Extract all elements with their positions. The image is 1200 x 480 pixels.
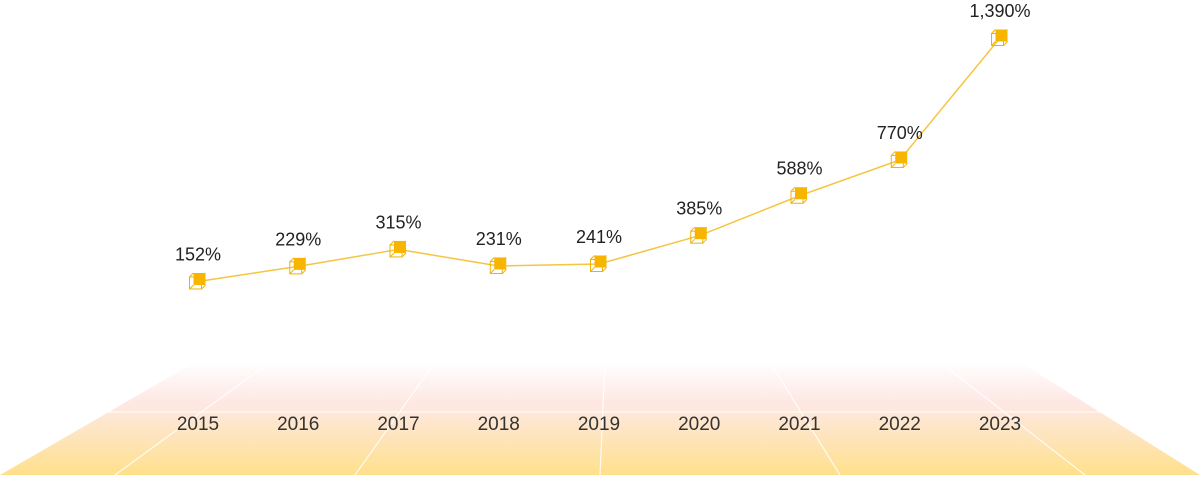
x-tick-label-2023: 2023 xyxy=(979,414,1021,435)
marker-cube-edge xyxy=(489,257,495,262)
marker-cube-face xyxy=(895,151,908,164)
marker-cube-edge xyxy=(702,238,708,244)
marker-cube-edge xyxy=(602,267,607,272)
marker-cube-face xyxy=(293,257,306,270)
data-labels: 152% 229% 315% 231% 241% 385% 588% 770% 1,390% xyxy=(175,1,1031,265)
marker-cube-edge xyxy=(1003,41,1008,46)
perspective-floor xyxy=(0,362,1200,475)
marker-cube-face xyxy=(694,227,707,240)
data-point-2020 xyxy=(690,226,708,244)
marker-cube-edge xyxy=(289,269,295,275)
data-point-2021 xyxy=(790,186,808,204)
data-point-2015 xyxy=(189,272,206,290)
data-label-2020: 385% xyxy=(676,199,722,219)
marker-cube-face xyxy=(594,255,607,268)
marker-cube-edge xyxy=(690,238,696,244)
marker-cube-edge xyxy=(890,151,896,156)
marker-cube-edge xyxy=(991,29,996,34)
x-tick-label-2021: 2021 xyxy=(778,414,820,435)
floor-grid-line xyxy=(769,361,841,476)
x-tick-label-2015: 2015 xyxy=(177,414,219,435)
marker-cube-edge xyxy=(201,284,206,290)
data-point-2022 xyxy=(890,151,908,168)
marker-cube-edge xyxy=(289,257,295,263)
data-point-2019 xyxy=(590,255,607,272)
data-label-2015: 152% xyxy=(175,245,221,265)
x-axis-labels: 2015 2016 2017 2018 2019 2020 2021 2022 2023 xyxy=(177,414,1021,435)
marker-cube-face xyxy=(494,257,507,270)
marker-cube-edge xyxy=(590,255,595,260)
marker-cube-face xyxy=(995,29,1008,42)
x-tick-label-2017: 2017 xyxy=(377,414,419,435)
marker-cube-edge xyxy=(890,163,896,168)
data-point-2016 xyxy=(289,257,307,275)
marker-cube-edge xyxy=(401,252,407,258)
x-tick-label-2016: 2016 xyxy=(277,414,319,435)
marker-cube-edge xyxy=(489,269,495,274)
marker-cube-edge xyxy=(802,198,808,204)
marker-cube-edge xyxy=(501,269,507,274)
floor-plane xyxy=(0,362,1200,475)
marker-cube-edge xyxy=(790,198,796,204)
marker-cube-edge xyxy=(301,269,307,275)
marker-cube-edge xyxy=(991,41,996,46)
marker-cube-face xyxy=(795,187,807,200)
marker-cube-face xyxy=(394,240,406,253)
floor-grid-line xyxy=(114,361,271,476)
data-point-2018 xyxy=(489,257,507,274)
data-label-2017: 315% xyxy=(375,212,421,232)
data-label-2018: 231% xyxy=(476,229,522,249)
marker-cube-edge xyxy=(790,186,796,192)
x-tick-label-2020: 2020 xyxy=(678,414,720,435)
x-tick-label-2018: 2018 xyxy=(478,414,520,435)
x-tick-label-2019: 2019 xyxy=(578,414,620,435)
marker-cube-edge xyxy=(902,163,908,168)
floor-grid-line xyxy=(599,361,606,476)
data-point-2017 xyxy=(389,240,407,258)
floor-grid xyxy=(75,361,1125,476)
data-label-2019: 241% xyxy=(576,227,622,247)
marker-cube-edge xyxy=(189,284,194,290)
marker-cube-edge xyxy=(189,272,194,278)
data-label-2016: 229% xyxy=(275,229,321,249)
x-tick-label-2022: 2022 xyxy=(879,414,921,435)
data-label-2022: 770% xyxy=(877,123,923,143)
data-point-2023 xyxy=(991,29,1008,46)
data-label-2021: 588% xyxy=(776,159,822,179)
data-label-2023: 1,390% xyxy=(969,1,1030,21)
marker-cube-edge xyxy=(690,226,696,232)
floor-grid-line xyxy=(354,361,436,476)
marker-cube-edge xyxy=(389,240,395,246)
marker-cube-face xyxy=(193,273,206,285)
marker-cube-edge xyxy=(590,267,595,272)
floor-grid-line xyxy=(939,361,1086,476)
marker-cube-edge xyxy=(389,252,395,258)
series-markers xyxy=(189,29,1008,290)
